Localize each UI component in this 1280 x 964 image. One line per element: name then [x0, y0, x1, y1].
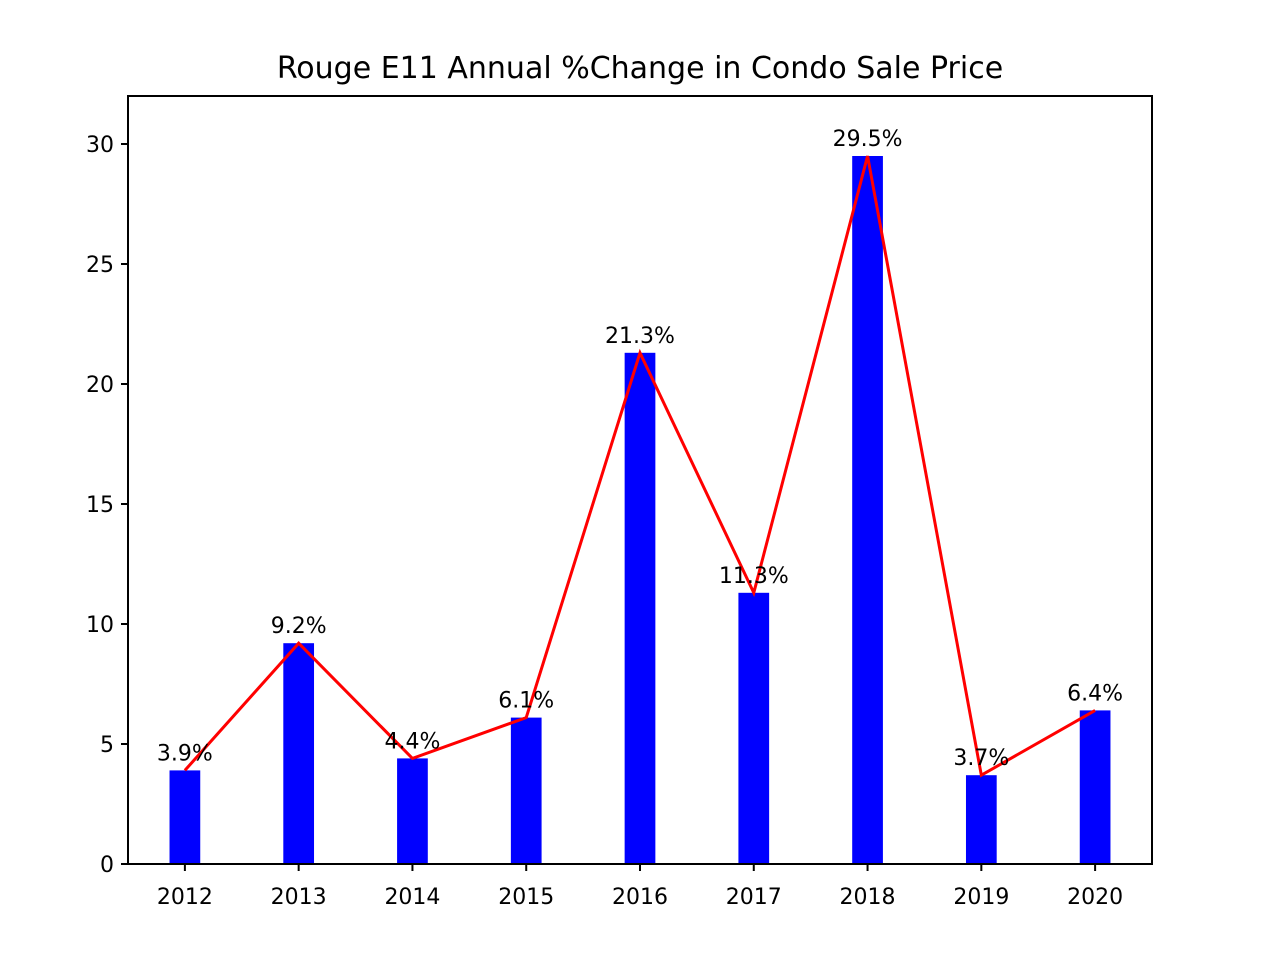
data-label-2012: 3.9% — [157, 741, 213, 766]
axes-layer: 0 5 10 15 20 25 30 2012 2013 2014 2015 2016 2017 2018… — [86, 95, 1153, 910]
y-tick-label-5: 5 — [100, 733, 114, 758]
x-tick-label-2017: 2017 — [726, 885, 782, 910]
x-tick-label-2019: 2019 — [953, 885, 1009, 910]
bar-2020 — [1079, 710, 1111, 864]
y-tick-label-20: 20 — [86, 373, 114, 398]
x-tick-label-2014: 2014 — [384, 885, 440, 910]
chart-title: Rouge E11 Annual %Change in Condo Sale P… — [277, 51, 1003, 86]
x-tick-label-2018: 2018 — [840, 885, 896, 910]
y-tick-label-25: 25 — [86, 253, 114, 278]
y-tick-label-0: 0 — [100, 853, 114, 878]
data-label-2015: 6.1% — [498, 689, 554, 714]
bar-2018 — [852, 156, 883, 864]
data-label-2017: 11.3% — [719, 564, 789, 589]
data-label-2013: 9.2% — [271, 614, 327, 639]
data-label-2018: 29.5% — [833, 127, 903, 152]
data-label-2014: 4.4% — [384, 729, 440, 754]
data-labels-layer: 3.9% 9.2% 4.4% 6.1% 21.3% 11.3% 29.5% 3.7% 6.4% — [157, 127, 1123, 771]
series-line — [183, 155, 1096, 778]
line-layer — [183, 155, 1096, 778]
x-tick-label-2016: 2016 — [612, 885, 668, 910]
bar-2014 — [397, 758, 428, 864]
x-tick-label-2020: 2020 — [1067, 885, 1123, 910]
y-tick-label-30: 30 — [86, 133, 114, 158]
y-tick-label-10: 10 — [86, 613, 114, 638]
data-label-2020: 6.4% — [1067, 681, 1123, 706]
bar-2016 — [624, 352, 656, 864]
bars-layer — [169, 156, 1111, 864]
bar-2013 — [283, 643, 315, 864]
x-tick-label-2012: 2012 — [157, 885, 213, 910]
data-label-2019: 3.7% — [953, 746, 1009, 771]
bar-2012 — [169, 770, 201, 864]
bar-2015 — [510, 717, 542, 864]
x-tick-label-2013: 2013 — [271, 885, 327, 910]
bar-2019 — [965, 775, 997, 864]
data-label-2016: 21.3% — [605, 324, 675, 349]
x-tick-label-2015: 2015 — [498, 885, 554, 910]
y-tick-label-15: 15 — [86, 493, 114, 518]
bar-2017 — [738, 592, 770, 864]
